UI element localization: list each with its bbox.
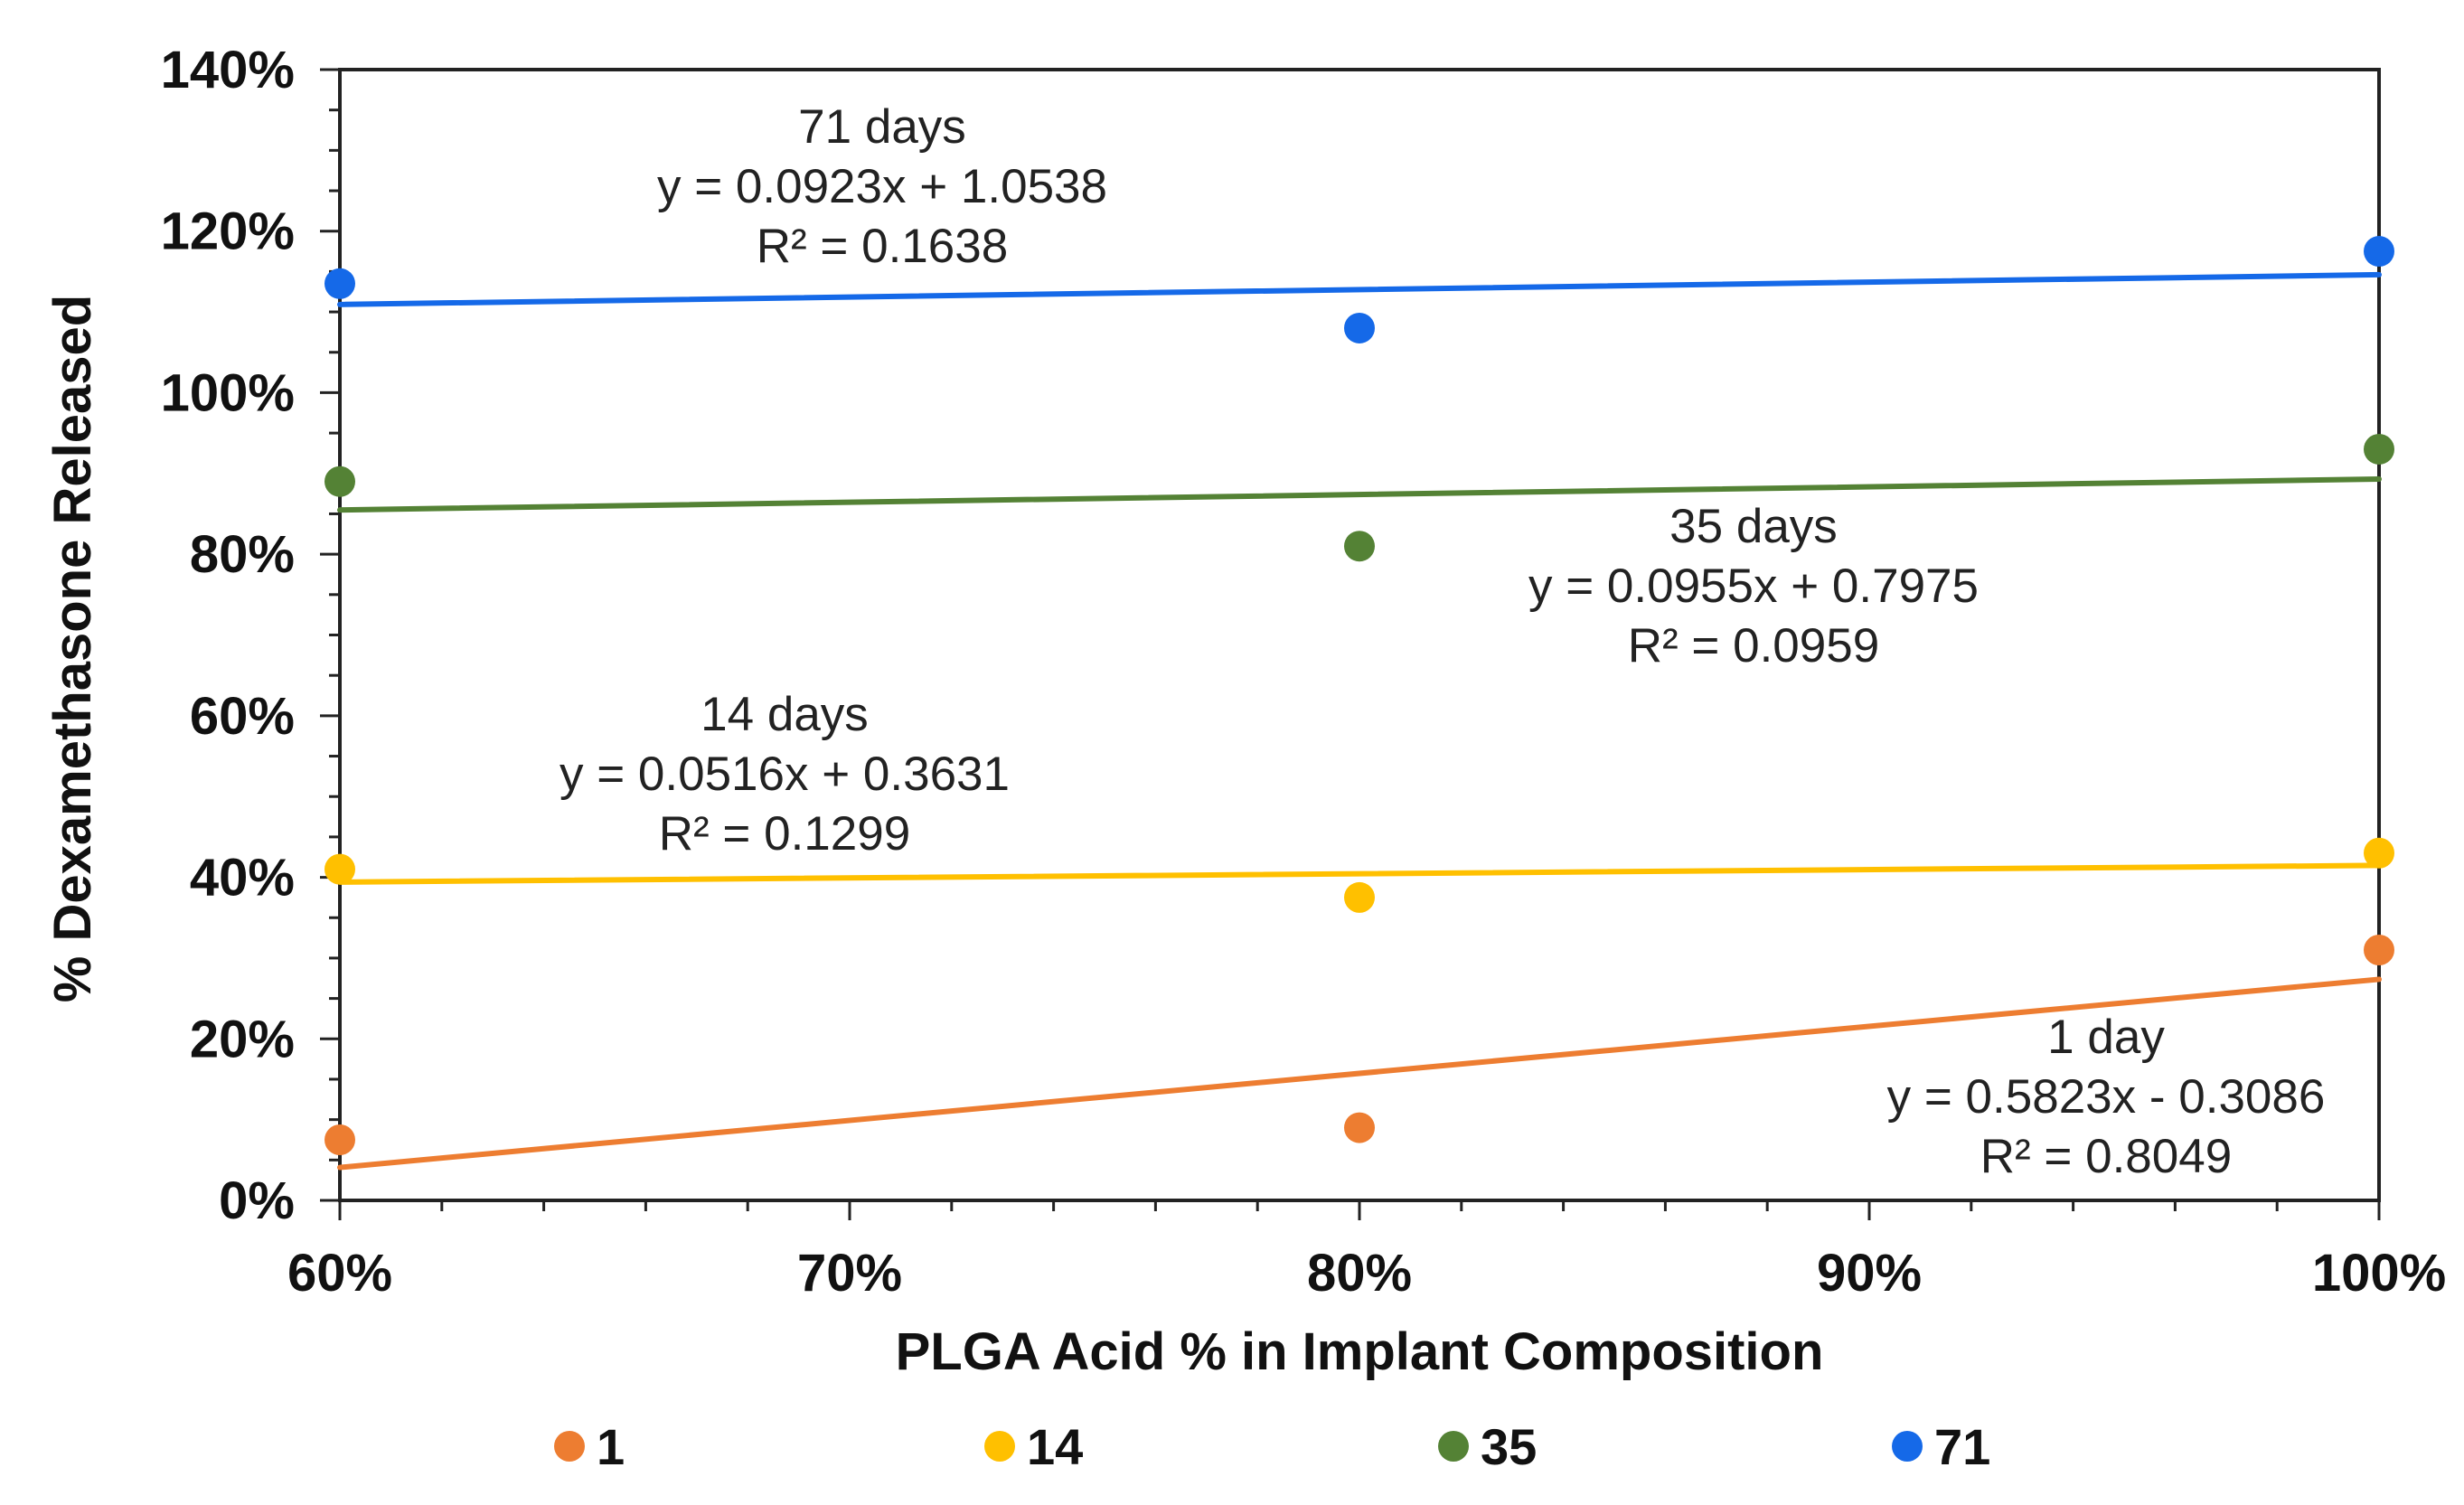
trendline-series-71 xyxy=(337,271,2382,307)
y-tick-label: 100% xyxy=(161,363,295,422)
annotation-series-1: R² = 0.8049 xyxy=(1980,1130,2232,1183)
x-tick-label: 60% xyxy=(287,1244,392,1303)
trendline-series-35 xyxy=(337,476,2382,513)
legend-label-14: 14 xyxy=(1027,1418,1083,1475)
trendline-annotations: 1 day y = 0.5823x - 0.3086 R² = 0.8049 14 d… xyxy=(560,100,2325,1183)
annotation-series-1: y = 0.5823x - 0.3086 xyxy=(1887,1070,2326,1124)
y-axis-title: % Dexamethasone Released xyxy=(43,295,102,1002)
trendline-series-14 xyxy=(337,862,2382,885)
annotation-series-35: y = 0.0955x + 0.7975 xyxy=(1528,560,1979,613)
y-tick-label: 20% xyxy=(190,1010,295,1068)
x-tick-label: 80% xyxy=(1307,1244,1412,1303)
y-tick-label: 80% xyxy=(190,525,295,584)
annotation-series-71: 71 days xyxy=(798,100,966,154)
x-tick-label: 90% xyxy=(1817,1244,1922,1303)
legend-marker-35 xyxy=(1438,1431,1469,1462)
point-series-14 xyxy=(1344,881,1375,913)
legend-marker-14 xyxy=(984,1431,1015,1462)
y-tick-label: 0% xyxy=(219,1171,295,1230)
legend: 1 14 35 71 xyxy=(554,1418,1990,1475)
annotation-series-14: R² = 0.1299 xyxy=(659,807,910,861)
point-series-71 xyxy=(1344,312,1375,343)
y-tick-label: 140% xyxy=(161,41,295,99)
x-tick-label: 70% xyxy=(797,1244,902,1303)
legend-label-35: 35 xyxy=(1481,1418,1537,1475)
annotation-series-1: 1 day xyxy=(2047,1011,2165,1064)
legend-label-71: 71 xyxy=(1934,1418,1990,1475)
point-series-35 xyxy=(324,466,355,497)
x-axis-title: PLGA Acid % in Implant Composition xyxy=(896,1322,1824,1381)
point-series-71 xyxy=(324,268,355,299)
point-series-1 xyxy=(2364,934,2394,965)
point-series-71 xyxy=(2364,236,2394,268)
y-tick-label: 40% xyxy=(190,849,295,908)
point-series-35 xyxy=(1344,531,1375,562)
trendlines xyxy=(337,271,2382,1171)
legend-marker-1 xyxy=(554,1431,585,1462)
annotation-series-35: R² = 0.0959 xyxy=(1628,619,1879,673)
annotation-series-14: y = 0.0516x + 0.3631 xyxy=(560,748,1010,801)
x-tick-label: 100% xyxy=(2312,1244,2446,1303)
annotation-series-35: 35 days xyxy=(1669,500,1838,553)
point-series-1 xyxy=(324,1124,355,1155)
point-series-35 xyxy=(2364,433,2394,465)
x-axis-tick-labels: 60% 70% 80% 90% 100% xyxy=(287,1244,2446,1303)
point-series-1 xyxy=(1344,1112,1375,1143)
trendline-series-1 xyxy=(337,976,2382,1171)
point-series-14 xyxy=(2364,837,2394,869)
y-axis-tick-labels: 0% 20% 40% 60% 80% 100% 120% 140% xyxy=(161,41,295,1230)
annotation-series-71: y = 0.0923x + 1.0538 xyxy=(657,160,1107,213)
annotation-series-71: R² = 0.1638 xyxy=(757,220,1008,273)
legend-label-1: 1 xyxy=(597,1418,625,1475)
y-tick-label: 120% xyxy=(161,202,295,261)
data-points xyxy=(324,236,2394,1155)
y-tick-label: 60% xyxy=(190,687,295,746)
annotation-series-14: 14 days xyxy=(701,688,869,741)
point-series-14 xyxy=(324,853,355,885)
legend-marker-71 xyxy=(1892,1431,1923,1462)
